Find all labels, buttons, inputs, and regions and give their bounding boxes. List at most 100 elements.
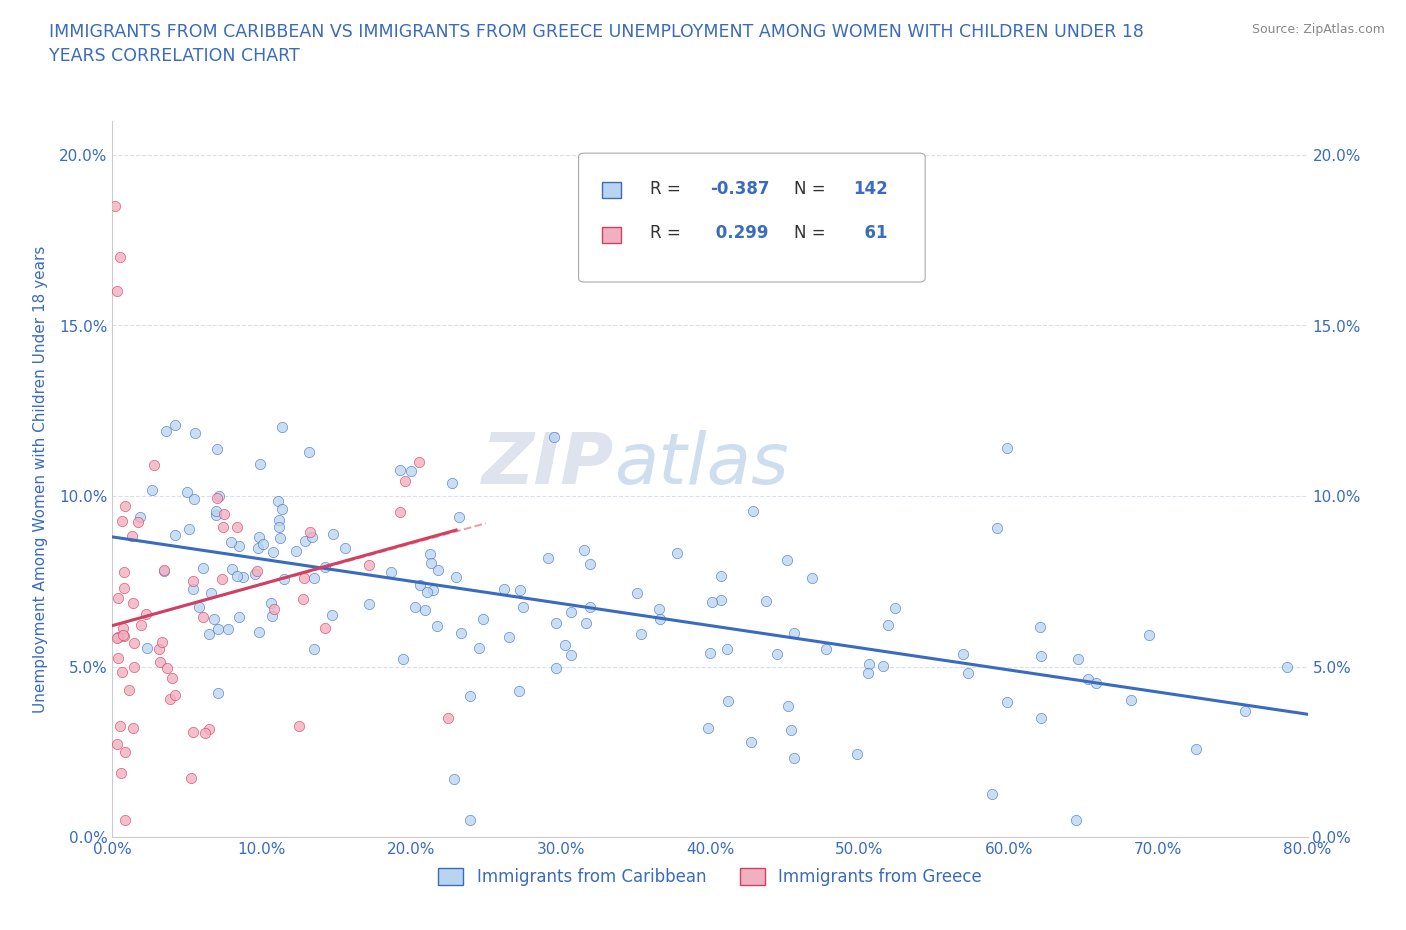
Point bbox=[269, 530, 291, 545]
Point bbox=[143, 458, 166, 473]
Point bbox=[419, 547, 441, 562]
Point bbox=[188, 599, 211, 614]
Point bbox=[447, 509, 470, 524]
Point bbox=[148, 642, 170, 657]
Point bbox=[105, 631, 128, 645]
Point bbox=[129, 618, 152, 632]
Point bbox=[211, 572, 233, 587]
Legend: Immigrants from Caribbean, Immigrants from Greece: Immigrants from Caribbean, Immigrants fr… bbox=[432, 861, 988, 893]
Point bbox=[176, 485, 198, 499]
Point bbox=[699, 645, 721, 660]
Point bbox=[409, 578, 432, 592]
Point bbox=[995, 695, 1018, 710]
Text: IMMIGRANTS FROM CARIBBEAN VS IMMIGRANTS FROM GREECE UNEMPLOYMENT AMONG WOMEN WIT: IMMIGRANTS FROM CARIBBEAN VS IMMIGRANTS … bbox=[49, 23, 1144, 65]
Point bbox=[267, 520, 290, 535]
Point bbox=[783, 626, 806, 641]
Point bbox=[148, 655, 170, 670]
Point bbox=[666, 546, 689, 561]
Point bbox=[413, 603, 436, 618]
Point bbox=[267, 512, 290, 527]
Point bbox=[537, 551, 560, 565]
Point bbox=[153, 563, 176, 578]
Point bbox=[112, 565, 135, 579]
Point bbox=[468, 641, 491, 656]
Point bbox=[205, 442, 228, 457]
Point bbox=[394, 473, 416, 488]
Point bbox=[297, 445, 319, 459]
Point bbox=[710, 568, 733, 583]
Point bbox=[193, 725, 215, 740]
Point bbox=[155, 423, 177, 438]
Point bbox=[986, 521, 1008, 536]
Point bbox=[292, 570, 315, 585]
Point bbox=[543, 430, 565, 445]
Point bbox=[207, 621, 229, 636]
Point bbox=[141, 483, 163, 498]
Point bbox=[118, 683, 141, 698]
Point bbox=[472, 611, 495, 626]
Point bbox=[1084, 676, 1107, 691]
Point bbox=[104, 199, 127, 214]
Point bbox=[512, 600, 534, 615]
Point bbox=[426, 618, 449, 633]
Point bbox=[246, 541, 269, 556]
Point bbox=[228, 610, 250, 625]
Point bbox=[121, 595, 143, 610]
Point bbox=[247, 530, 270, 545]
FancyBboxPatch shape bbox=[579, 153, 925, 282]
Point bbox=[314, 560, 336, 575]
Point bbox=[509, 583, 531, 598]
Point bbox=[427, 563, 450, 578]
Point bbox=[1028, 619, 1050, 634]
Point bbox=[1029, 648, 1052, 663]
Point bbox=[270, 419, 292, 434]
Point bbox=[314, 620, 336, 635]
Point bbox=[212, 507, 235, 522]
Point bbox=[252, 537, 274, 551]
Point bbox=[544, 616, 567, 631]
Point bbox=[121, 528, 143, 543]
Point bbox=[163, 687, 186, 702]
Point bbox=[163, 418, 186, 433]
Point bbox=[648, 611, 671, 626]
Point bbox=[208, 488, 231, 503]
Point bbox=[544, 660, 567, 675]
Point bbox=[191, 610, 214, 625]
Point bbox=[419, 556, 441, 571]
Point bbox=[122, 659, 145, 674]
Point bbox=[1185, 741, 1208, 756]
Point bbox=[135, 606, 157, 621]
Point bbox=[284, 543, 307, 558]
Point bbox=[301, 530, 323, 545]
Point bbox=[127, 514, 149, 529]
Point bbox=[247, 625, 270, 640]
Point bbox=[107, 737, 129, 751]
Point bbox=[700, 594, 723, 609]
Point bbox=[112, 628, 135, 643]
Point bbox=[180, 770, 202, 785]
Point bbox=[578, 557, 600, 572]
Point bbox=[150, 634, 173, 649]
Point bbox=[191, 561, 214, 576]
Point bbox=[742, 503, 765, 518]
Point bbox=[778, 698, 800, 713]
Point bbox=[801, 571, 824, 586]
Bar bbox=[603, 182, 621, 198]
Point bbox=[211, 519, 233, 534]
Text: 0.299: 0.299 bbox=[710, 224, 769, 243]
Point bbox=[1064, 813, 1087, 828]
Point bbox=[357, 597, 380, 612]
Point bbox=[207, 686, 229, 701]
Point bbox=[783, 751, 806, 765]
Point bbox=[122, 721, 145, 736]
Point bbox=[111, 514, 134, 529]
Point bbox=[292, 591, 315, 606]
Point bbox=[776, 552, 799, 567]
Point bbox=[380, 565, 402, 579]
Point bbox=[858, 657, 880, 671]
Point bbox=[560, 647, 582, 662]
Point bbox=[333, 541, 356, 556]
Point bbox=[110, 766, 132, 781]
Point bbox=[110, 718, 132, 733]
Point bbox=[717, 694, 740, 709]
